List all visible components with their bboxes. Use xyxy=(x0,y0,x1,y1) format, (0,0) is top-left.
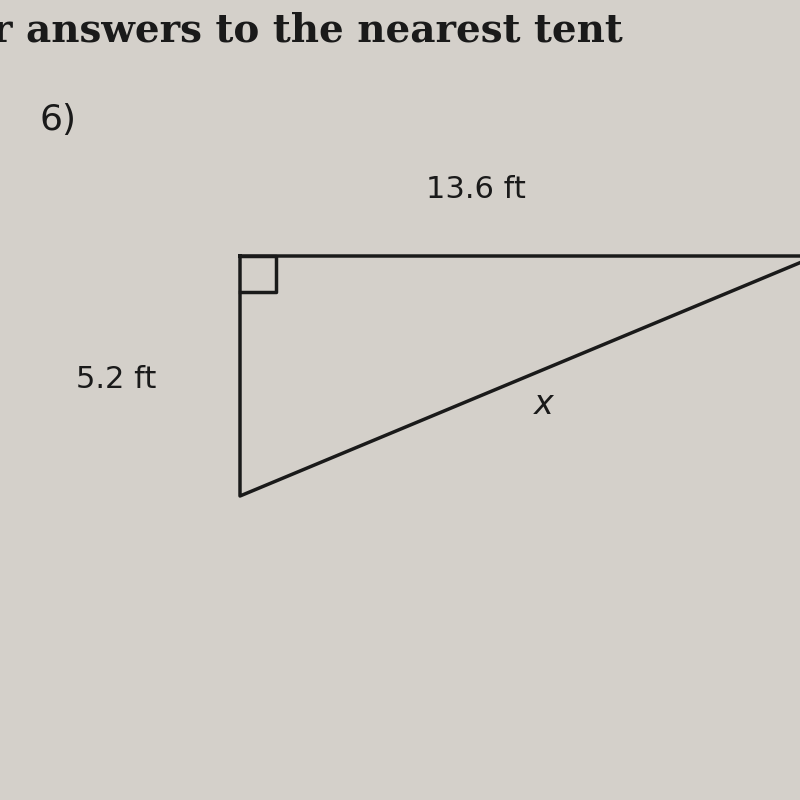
Text: 6): 6) xyxy=(40,103,77,137)
Text: x: x xyxy=(534,387,554,421)
Text: r answers to the nearest tent: r answers to the nearest tent xyxy=(0,12,622,50)
Text: 13.6 ft: 13.6 ft xyxy=(426,175,526,204)
Text: 5.2 ft: 5.2 ft xyxy=(76,366,156,394)
